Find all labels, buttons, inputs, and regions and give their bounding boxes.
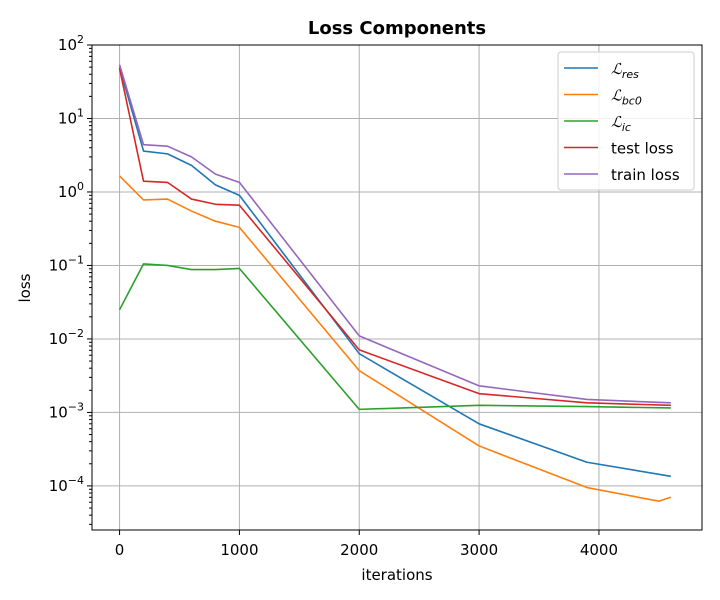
x-tick-label: 3000 [460, 541, 498, 559]
y-tick-label: 101 [58, 106, 84, 127]
x-axis: 0 1000 2000 3000 4000 [115, 530, 618, 559]
legend-label: ℒres [611, 60, 639, 81]
x-tick-label: 0 [115, 541, 125, 559]
x-tick-label: 4000 [580, 541, 618, 559]
y-tick-label: 10−3 [49, 400, 84, 421]
x-tick-label: 1000 [220, 541, 258, 559]
legend-label: test loss [611, 140, 674, 158]
chart-title: Loss Components [308, 18, 486, 39]
x-tick-label: 2000 [340, 541, 378, 559]
series-line-test-loss [118, 68, 671, 407]
series-line-bc0 [118, 175, 672, 502]
legend-items: ℒres ℒbc0 ℒic test loss train loss [564, 60, 680, 184]
y-axis-label: loss [16, 273, 34, 302]
series-line-train-loss [118, 64, 671, 404]
y-tick-label: 100 [58, 180, 84, 201]
x-axis-label: iterations [361, 566, 432, 584]
legend: ℒres ℒbc0 ℒic test loss train loss [557, 51, 695, 191]
y-tick-label: 10−4 [49, 474, 84, 495]
series-layer [118, 64, 672, 502]
y-tick-label: 102 [58, 33, 84, 54]
legend-label: train loss [611, 166, 680, 184]
y-tick-label: 10−1 [49, 253, 84, 274]
y-tick-label: 10−2 [49, 327, 84, 348]
y-axis: 10−4 10−3 10−2 10−1 100 101 102 [49, 33, 92, 525]
legend-label: ℒbc0 [611, 87, 642, 108]
legend-label: ℒic [611, 113, 631, 134]
series-line-ic [118, 263, 671, 411]
series-line-res [118, 66, 671, 478]
legend-box [557, 51, 695, 191]
